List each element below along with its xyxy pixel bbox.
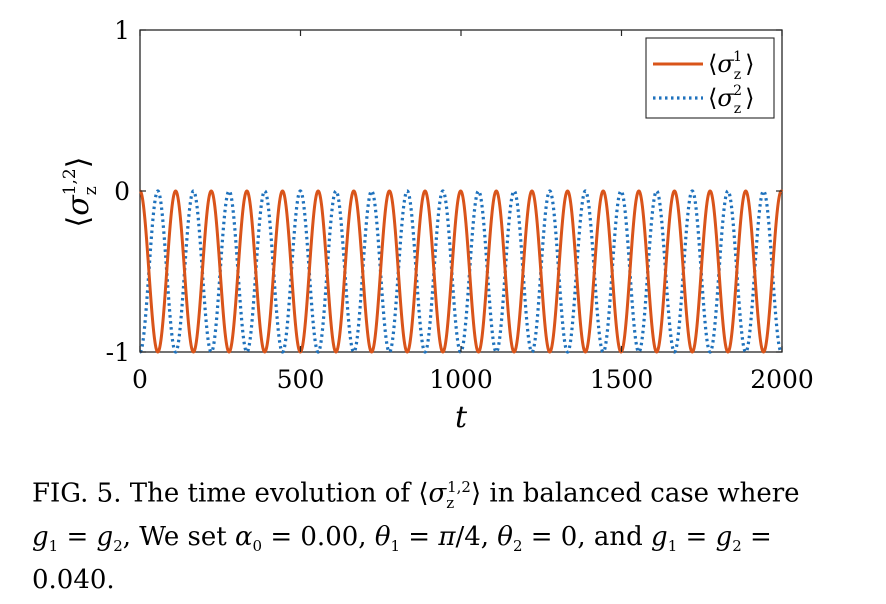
legend-entry-sigma-z1: ⟨σz1 ⟩ xyxy=(708,49,754,83)
x-tick-label: 500 xyxy=(277,365,325,394)
ticks-layer: 0 500 1000 1500 2000-101 xyxy=(106,16,814,394)
x-tick-label: 2000 xyxy=(750,365,814,394)
series-line-2 xyxy=(139,189,784,354)
chart: 0 500 1000 1500 2000-101 ⟨σz1,2⟩ t ⟨σz1 ⟩ ⟨σz… xyxy=(60,16,814,435)
caption-line-3: 0.040. xyxy=(32,565,115,596)
legend-entry-sigma-z2: ⟨σz2 ⟩ xyxy=(708,83,754,117)
y-axis-label: ⟨σz1,2⟩ xyxy=(60,157,101,228)
svg-text:⟨σz1,2⟩: ⟨σz1,2⟩ xyxy=(60,157,101,228)
x-axis-label: t xyxy=(455,400,468,435)
caption-line-2: g1 = g2, We set α0 = 0.00, θ1 = π/4, θ2 … xyxy=(32,521,772,556)
caption-line-1: FIG. 5. The time evolution of ⟨σz1,2⟩ in… xyxy=(32,478,800,512)
y-tick-label: 1 xyxy=(114,16,130,45)
legend: ⟨σz1 ⟩ ⟨σz2 ⟩ xyxy=(645,37,775,119)
legend-box xyxy=(645,37,775,119)
y-tick-label: -1 xyxy=(106,338,130,367)
x-tick-label: 1500 xyxy=(590,365,654,394)
x-tick-label: 0 xyxy=(132,365,148,394)
svg-text:⟨σz1⟩: ⟨σz1 ⟩ xyxy=(708,49,754,83)
series-layer xyxy=(139,189,784,354)
x-tick-label: 1000 xyxy=(429,365,493,394)
y-tick-label: 0 xyxy=(114,177,130,206)
svg-text:⟨σz2⟩: ⟨σz2 ⟩ xyxy=(708,83,754,117)
series-line-1 xyxy=(139,189,784,354)
figure-caption: FIG. 5. The time evolution of ⟨σz1,2⟩ in… xyxy=(32,470,872,597)
